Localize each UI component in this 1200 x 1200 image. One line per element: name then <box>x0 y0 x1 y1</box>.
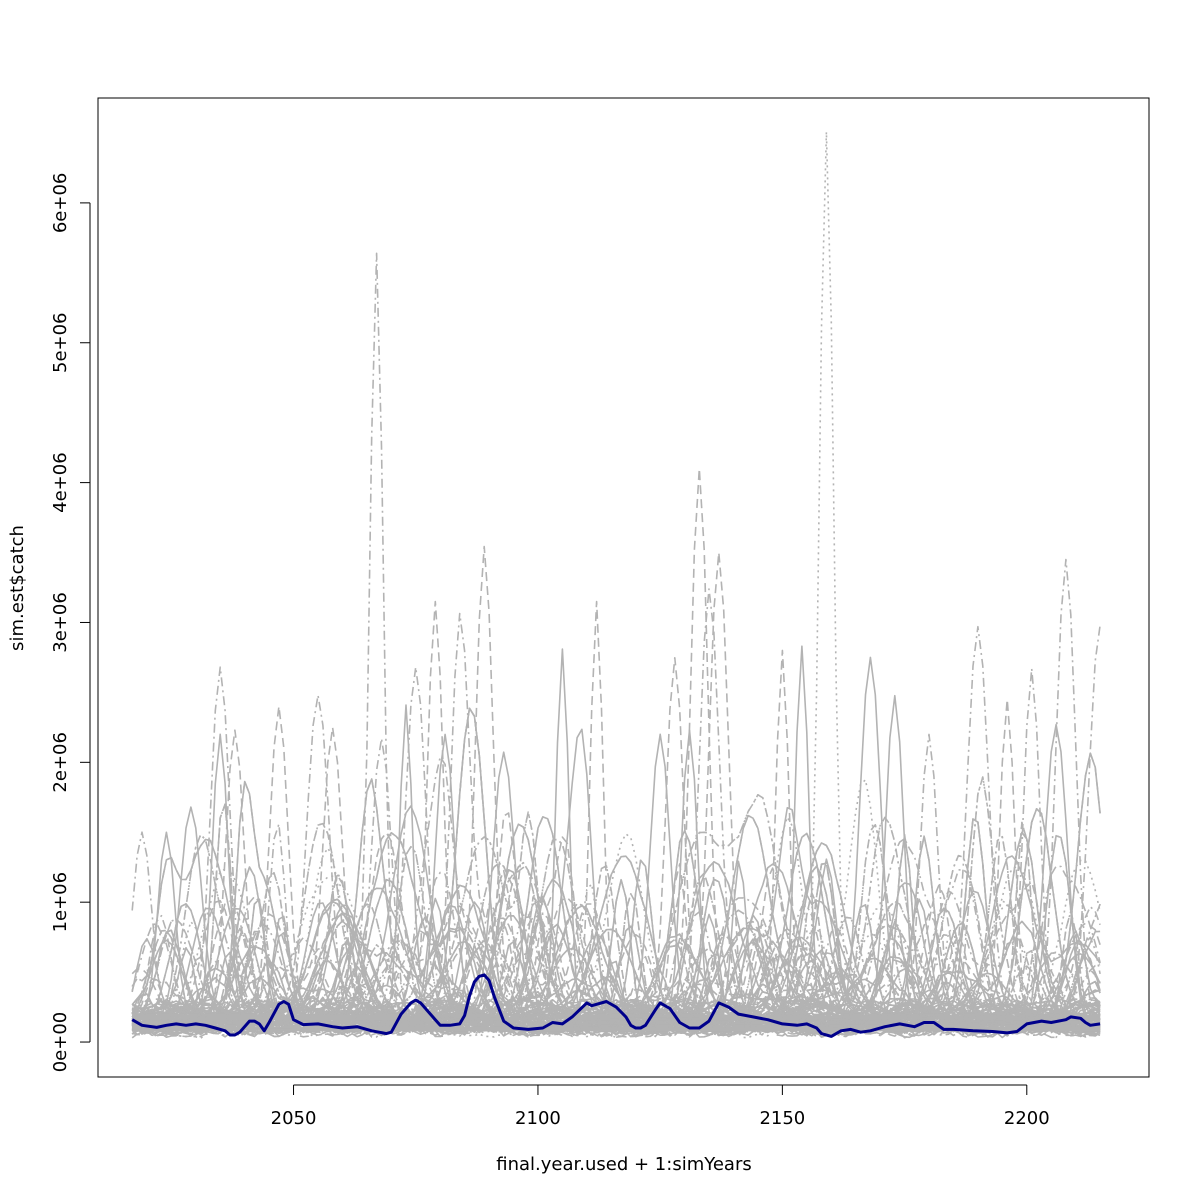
y-axis-title: sim.est$catch <box>7 525 28 651</box>
x-tick-label: 2050 <box>271 1108 317 1129</box>
simulation-peak-line <box>132 612 1101 1021</box>
simulation-peak-line <box>132 649 1101 1016</box>
highlight-series <box>131 973 1101 1038</box>
plot-frame <box>97 97 1150 1078</box>
simulation-line <box>131 838 1101 1021</box>
y-tick-label: 0e+00 <box>50 1012 71 1073</box>
simulation-line <box>131 833 1101 1036</box>
simulation-peak-line <box>132 551 1101 1023</box>
simulation-peak-line <box>132 600 1101 1019</box>
simulation-peak-line <box>132 625 1101 1017</box>
y-tick-label: 3e+06 <box>50 592 71 653</box>
simulation-peak-line <box>131 131 1101 1027</box>
simulation-peak-line <box>132 733 1101 1026</box>
simulation-line <box>131 913 1101 1021</box>
y-tick-label: 4e+06 <box>50 452 71 513</box>
x-axis: 2050 2100 2150 2200 <box>271 1084 1050 1129</box>
x-axis-title: final.year.used + 1:simYears <box>496 1154 751 1175</box>
y-tick-label: 5e+06 <box>50 312 71 373</box>
simulation-line <box>131 927 1101 1040</box>
background-simulations <box>131 131 1101 1040</box>
simulation-peak-line <box>131 726 1101 1029</box>
y-tick-label: 1e+06 <box>50 872 71 933</box>
y-axis: 0e+00 1e+06 2e+06 3e+06 4e+06 5e+06 6e+06 <box>50 173 91 1073</box>
simulation-peak-line <box>131 467 1101 1024</box>
simulation-peak-line <box>132 252 1101 1027</box>
simulation-peak-line <box>132 667 1101 1021</box>
highlight-line <box>131 973 1101 1038</box>
x-tick-label: 2200 <box>1004 1108 1050 1129</box>
simulation-line <box>132 818 1101 1026</box>
y-tick-label: 2e+06 <box>50 732 71 793</box>
x-tick-label: 2100 <box>515 1108 561 1129</box>
x-tick-label: 2150 <box>759 1108 805 1129</box>
y-tick-label: 6e+06 <box>50 173 71 234</box>
simulation-peak-line <box>131 558 1101 1024</box>
simulation-peak-line <box>132 723 1101 1031</box>
